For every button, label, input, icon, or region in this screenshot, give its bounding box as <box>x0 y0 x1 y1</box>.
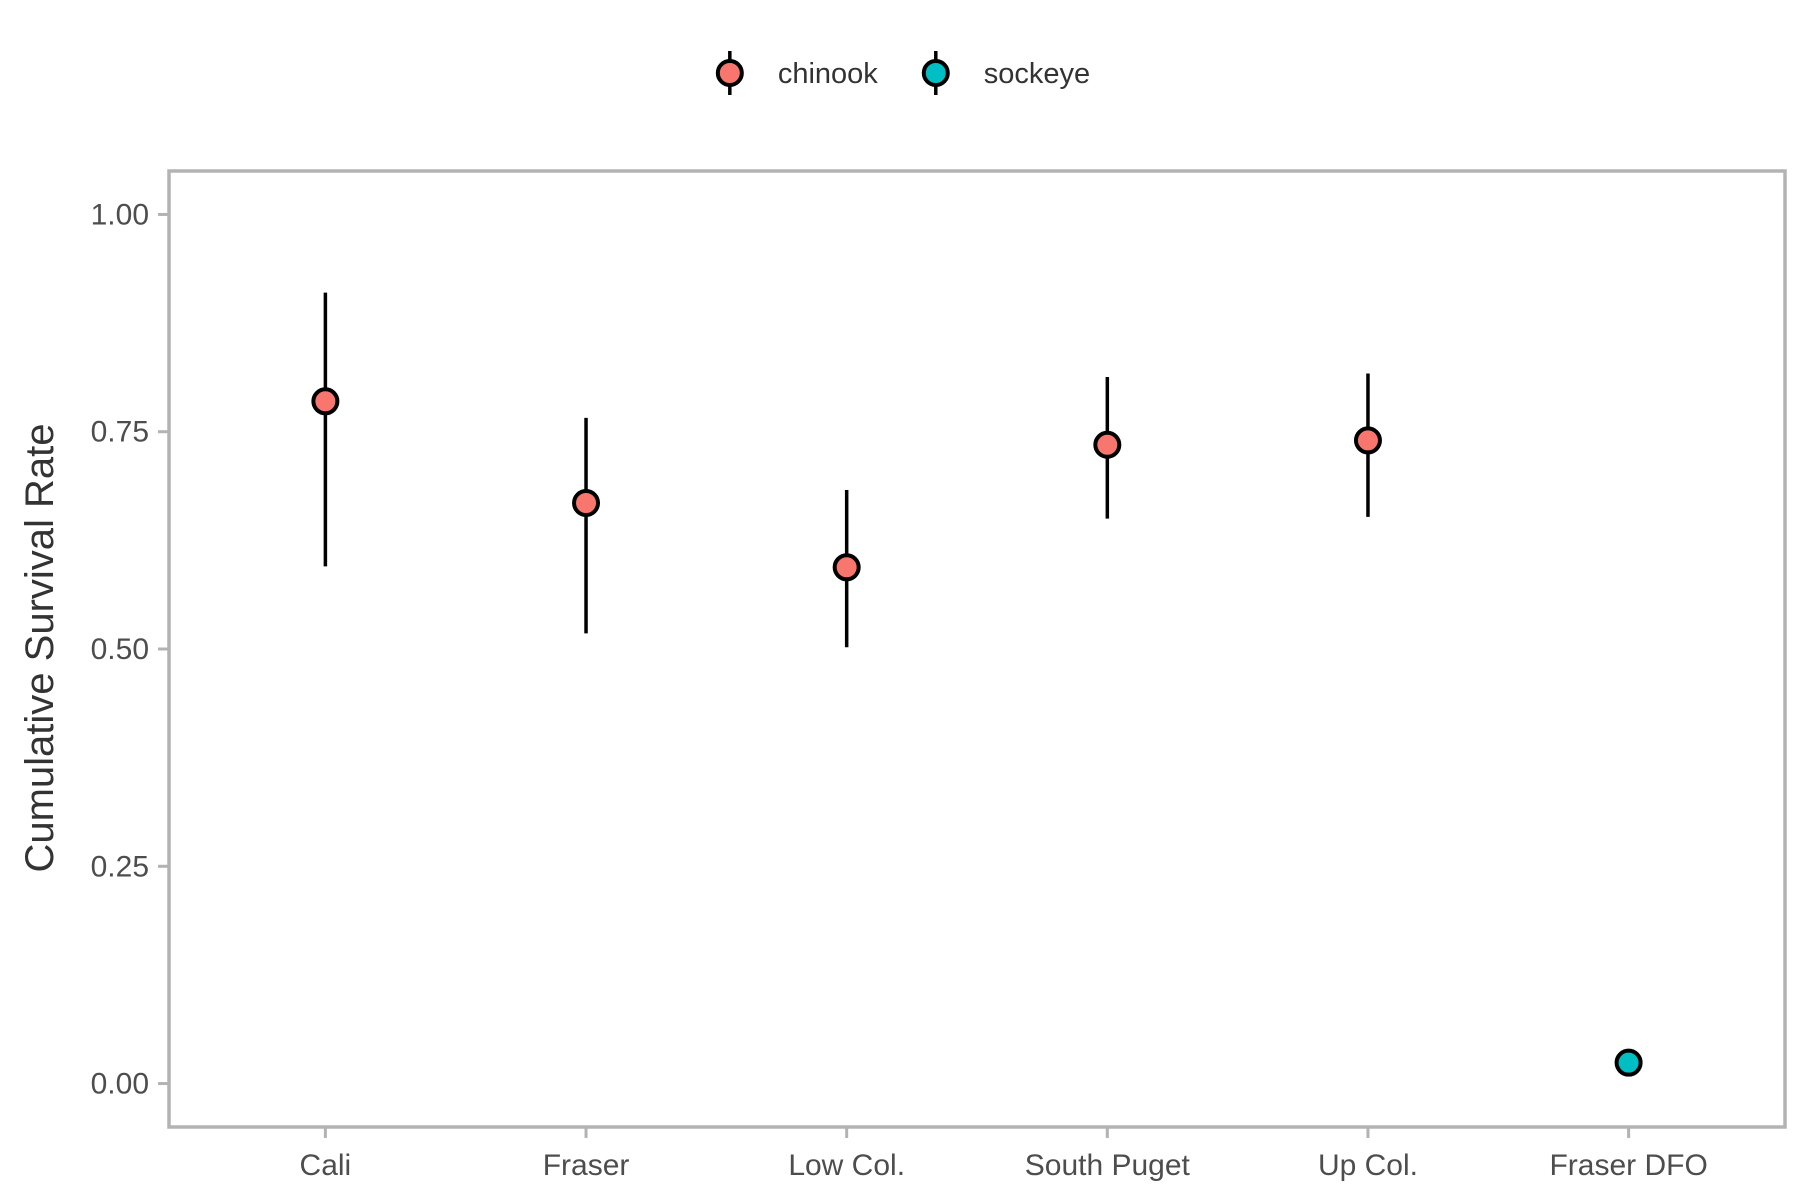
x-tick-label: Up Col. <box>1318 1149 1418 1182</box>
x-tick-label: South Puget <box>1025 1149 1191 1182</box>
x-tick-label: Fraser <box>543 1149 630 1182</box>
data-point <box>1614 1048 1643 1077</box>
data-point <box>1093 430 1122 459</box>
y-tick-label: 0.75 <box>91 416 149 449</box>
x-tick-label: Fraser DFO <box>1549 1149 1707 1182</box>
y-tick-label: 1.00 <box>91 198 149 231</box>
y-tick-label: 0.50 <box>91 633 149 666</box>
legend-label: chinook <box>778 58 878 90</box>
data-point <box>832 553 861 582</box>
x-tick-label: Low Col. <box>788 1149 905 1182</box>
y-tick-label: 0.00 <box>91 1068 149 1101</box>
x-tick-label: Cali <box>300 1149 352 1182</box>
data-point <box>311 387 340 416</box>
legend-label: sockeye <box>984 58 1090 90</box>
data-point <box>1353 426 1382 455</box>
y-tick-label: 0.25 <box>91 850 149 883</box>
legend-key-point <box>715 59 744 87</box>
plot-panel-border <box>167 169 1787 1129</box>
data-point <box>572 488 601 517</box>
plot-marks <box>311 292 1643 1077</box>
legend-key-point <box>921 59 950 87</box>
axes: 0.00 0.25 0.50 0.75 1.00 Cali Fraser Low Col. So… <box>91 198 1708 1182</box>
y-axis-title: Cumulative Survival Rate <box>18 423 62 872</box>
legend: chinook sockeye <box>715 51 1090 95</box>
